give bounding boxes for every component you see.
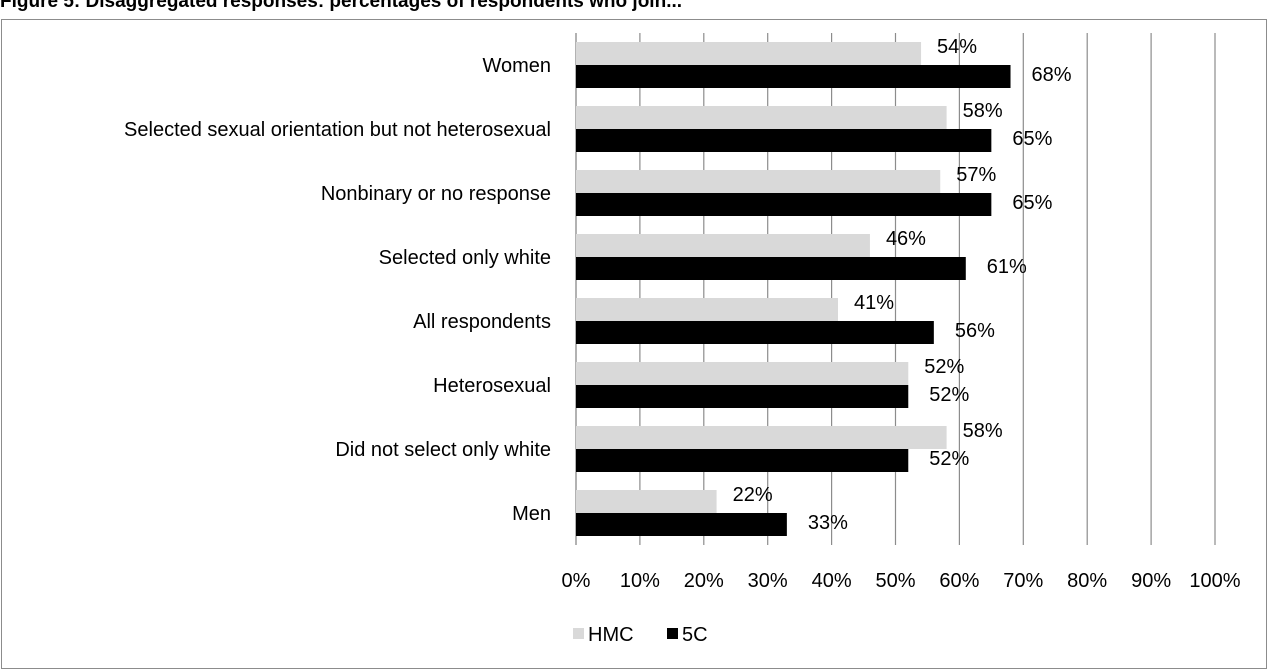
category-labels: Women Selected sexual orientation but not…	[124, 55, 551, 525]
x-tick-label: 20%	[684, 570, 724, 592]
x-tick-label: 0%	[562, 570, 591, 592]
legend-swatch-hmc	[573, 628, 584, 639]
category-label: Women	[482, 55, 551, 77]
bars: 54% 68% 58% 65% 57% 65% 46% 61% 41% 56% 52% 52% 58% 5…	[576, 36, 1072, 536]
bar-5c	[576, 385, 909, 408]
x-tick-label: 60%	[939, 570, 979, 592]
category-label: All respondents	[413, 311, 551, 333]
bar-5c	[576, 65, 1011, 88]
data-label: 52%	[924, 356, 964, 378]
legend-label-hmc: HMC	[588, 624, 634, 646]
bar-5c	[576, 257, 966, 280]
x-tick-label: 90%	[1131, 570, 1171, 592]
x-tick-label: 30%	[748, 570, 788, 592]
category-label: Did not select only white	[335, 439, 551, 461]
data-label: 52%	[929, 384, 969, 406]
bar-hmc	[576, 170, 941, 193]
x-tick-label: 100%	[1189, 570, 1240, 592]
category-label: Selected only white	[379, 247, 551, 269]
data-label: 68%	[1032, 64, 1072, 86]
bar-hmc	[576, 298, 838, 321]
bar-hmc	[576, 362, 909, 385]
x-tick-label: 70%	[1003, 570, 1043, 592]
category-label: Selected sexual orientation but not hete…	[124, 119, 551, 141]
x-tick-label: 50%	[875, 570, 915, 592]
data-label: 52%	[929, 448, 969, 470]
bar-5c	[576, 449, 909, 472]
data-label: 46%	[886, 228, 926, 250]
data-label: 61%	[987, 256, 1027, 278]
data-label: 54%	[937, 36, 977, 58]
legend: HMC 5C	[573, 624, 708, 646]
category-label: Nonbinary or no response	[321, 183, 551, 205]
figure-caption: Figure 5: Disaggregated responses: perce…	[0, 0, 683, 12]
bar-5c	[576, 321, 934, 344]
data-label: 57%	[956, 164, 996, 186]
category-label: Heterosexual	[433, 375, 551, 397]
x-tick-label: 10%	[620, 570, 660, 592]
data-label: 58%	[963, 100, 1003, 122]
bar-5c	[576, 129, 992, 152]
data-label: 41%	[854, 292, 894, 314]
data-label: 22%	[733, 484, 773, 506]
data-label: 56%	[955, 320, 995, 342]
x-tick-label: 80%	[1067, 570, 1107, 592]
bar-hmc	[576, 426, 947, 449]
bar-hmc	[576, 106, 947, 129]
bar-5c	[576, 193, 992, 216]
x-tick-labels: 0% 10% 20% 30% 40% 50% 60% 70% 80% 90% 100%	[562, 570, 1241, 592]
x-tick-label: 40%	[812, 570, 852, 592]
legend-swatch-5c	[667, 628, 678, 639]
data-label: 65%	[1012, 192, 1052, 214]
category-label: Men	[512, 503, 551, 525]
data-label: 58%	[963, 420, 1003, 442]
data-label: 33%	[808, 512, 848, 534]
bar-hmc	[576, 490, 717, 513]
bar-hmc	[576, 42, 922, 65]
legend-label-5c: 5C	[682, 624, 708, 646]
bar-5c	[576, 513, 787, 536]
data-label: 65%	[1012, 128, 1052, 150]
bar-hmc	[576, 234, 870, 257]
